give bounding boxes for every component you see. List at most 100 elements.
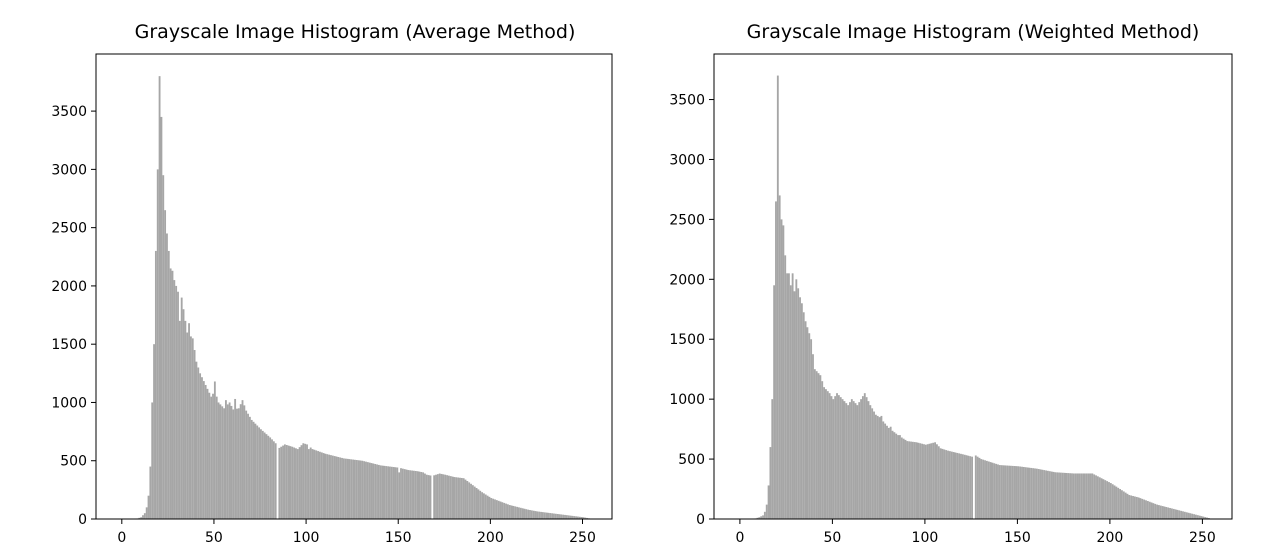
histogram-bar bbox=[799, 297, 801, 519]
histogram-bar bbox=[447, 475, 450, 519]
histogram-bar bbox=[470, 483, 472, 519]
histogram-bar bbox=[188, 323, 190, 519]
x-tick-label: 50 bbox=[823, 530, 841, 546]
histogram-bar bbox=[1193, 514, 1195, 519]
histogram-bar bbox=[488, 496, 491, 519]
histogram-bar bbox=[795, 279, 798, 519]
histogram-bar bbox=[429, 475, 432, 519]
histogram-bar bbox=[998, 465, 1001, 519]
histogram-bar bbox=[560, 514, 563, 519]
histogram-bar bbox=[758, 517, 761, 519]
histogram-bar bbox=[490, 498, 493, 519]
histogram-bar bbox=[193, 350, 196, 519]
histogram-bar bbox=[1102, 479, 1105, 519]
histogram-bar bbox=[383, 465, 386, 519]
histogram-bar bbox=[396, 467, 399, 519]
histogram-bar bbox=[412, 470, 415, 519]
histogram-bar bbox=[407, 470, 410, 519]
histogram-bar bbox=[237, 408, 240, 519]
histogram-bar bbox=[143, 513, 146, 519]
histogram-bar bbox=[836, 393, 838, 519]
histogram-bar bbox=[854, 403, 857, 519]
histogram-bar bbox=[937, 446, 940, 519]
histogram-bar bbox=[850, 399, 853, 519]
histogram-bar bbox=[584, 517, 587, 519]
y-tick-label: 2500 bbox=[51, 221, 87, 237]
histogram-bar bbox=[337, 457, 340, 519]
histogram-bar bbox=[871, 408, 874, 519]
histogram-bar bbox=[1115, 486, 1118, 519]
average-method-histogram: Grayscale Image Histogram (Average Metho… bbox=[51, 21, 613, 546]
histogram-bar bbox=[328, 454, 331, 519]
histogram-bar bbox=[1176, 509, 1179, 519]
histogram-bar bbox=[1056, 472, 1059, 519]
histogram-bar bbox=[562, 514, 565, 519]
histogram-bar bbox=[837, 395, 840, 519]
histogram-bar bbox=[950, 451, 953, 519]
histogram-bar bbox=[462, 478, 465, 519]
histogram-bar bbox=[989, 462, 992, 519]
histogram-bar bbox=[578, 516, 581, 519]
histogram-bar bbox=[357, 460, 360, 519]
histogram-bar bbox=[917, 442, 920, 519]
histogram-bar bbox=[882, 421, 885, 519]
histogram-bar bbox=[910, 441, 912, 519]
histogram-bar bbox=[1002, 465, 1005, 519]
histogram-bar bbox=[545, 512, 548, 519]
histogram-bar bbox=[195, 361, 198, 519]
histogram-bar bbox=[1015, 466, 1018, 519]
y-tick-label: 3000 bbox=[51, 162, 87, 178]
histogram-bar bbox=[1135, 496, 1138, 519]
histogram-bar bbox=[1052, 471, 1055, 519]
histogram-bar bbox=[226, 404, 229, 519]
histogram-bar bbox=[293, 447, 296, 519]
histogram-bar bbox=[1061, 472, 1064, 519]
histogram-bar bbox=[847, 405, 850, 519]
histogram-bar bbox=[505, 503, 507, 519]
histogram-bar bbox=[1154, 503, 1157, 519]
histogram-bar bbox=[815, 371, 818, 519]
histogram-bar bbox=[466, 481, 469, 519]
histogram-bar bbox=[1189, 513, 1192, 519]
histogram-bar bbox=[1078, 473, 1081, 519]
histogram-bar bbox=[295, 448, 297, 519]
histogram-bar bbox=[269, 437, 272, 519]
histogram-bar bbox=[333, 456, 336, 519]
y-tick-label: 1000 bbox=[51, 395, 87, 411]
histogram-bar bbox=[921, 443, 924, 519]
histogram-bar bbox=[967, 455, 970, 519]
histogram-bar bbox=[1202, 516, 1205, 519]
histogram-bar bbox=[1039, 469, 1042, 519]
histogram-bar bbox=[1041, 469, 1044, 519]
histogram-bar bbox=[302, 443, 305, 519]
histogram-bar bbox=[501, 502, 504, 519]
histogram-bar bbox=[1159, 505, 1162, 519]
plot-frame bbox=[95, 53, 613, 520]
histogram-bar bbox=[1119, 489, 1121, 519]
histogram-bar bbox=[1069, 473, 1072, 519]
histogram-bar bbox=[330, 455, 332, 519]
histogram-bar bbox=[536, 511, 539, 519]
histogram-bar bbox=[930, 443, 933, 519]
histogram-bar bbox=[354, 459, 356, 519]
histogram-bar bbox=[175, 285, 178, 519]
histogram-bar bbox=[1150, 502, 1153, 519]
histogram-bar bbox=[893, 432, 896, 519]
histogram-bar bbox=[446, 475, 448, 519]
histogram-bar bbox=[436, 474, 439, 519]
histogram-bar bbox=[322, 453, 325, 519]
histogram-bar bbox=[1089, 473, 1092, 519]
histogram-bar bbox=[213, 381, 216, 519]
histogram-bar bbox=[1156, 504, 1158, 519]
x-tick-label: 150 bbox=[385, 530, 412, 546]
histogram-bar bbox=[492, 498, 495, 519]
histogram-bar bbox=[1141, 498, 1144, 519]
histogram-bar bbox=[788, 273, 790, 519]
histogram-bar bbox=[346, 458, 349, 519]
histogram-bar bbox=[274, 443, 277, 519]
histogram-bar bbox=[863, 393, 866, 519]
histogram-bar bbox=[361, 460, 364, 519]
histogram-bar bbox=[819, 375, 822, 519]
histogram-bar bbox=[897, 435, 899, 519]
histogram-bar bbox=[1093, 474, 1096, 519]
